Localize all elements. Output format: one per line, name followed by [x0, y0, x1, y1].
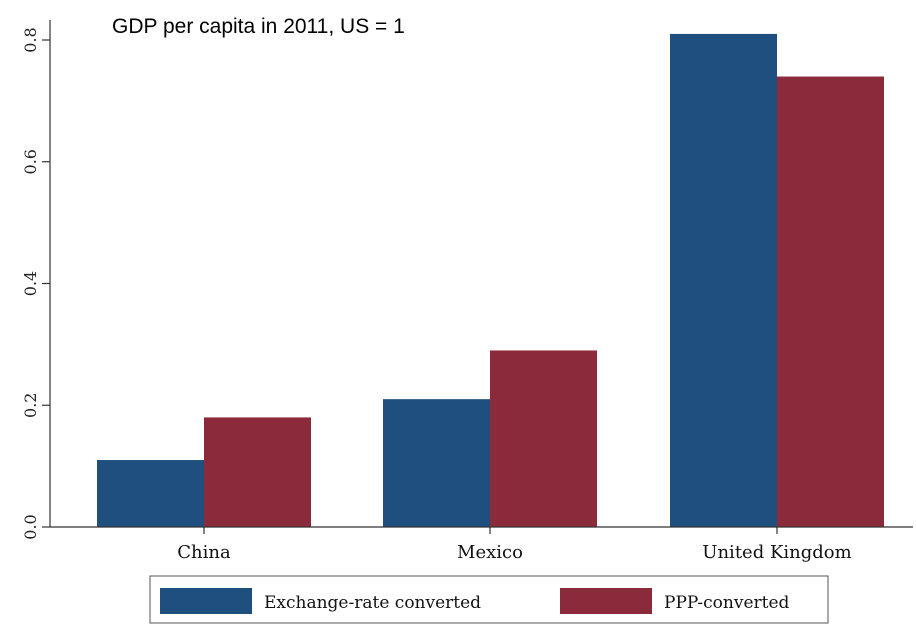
- x-category-label: United Kingdom: [702, 542, 851, 563]
- bar-mexico-ppp: [490, 350, 597, 527]
- x-category-label: China: [177, 542, 231, 563]
- x-category-label: Mexico: [457, 542, 523, 563]
- legend-box: [149, 575, 829, 624]
- y-tick-label: 0.8: [21, 27, 40, 52]
- bar-mexico-exchange-rate: [383, 399, 490, 527]
- y-axis: 0.0 0.2 0.4 0.6 0.8: [21, 27, 50, 540]
- y-tick-label: 0.0: [21, 514, 40, 539]
- legend: Exchange-rate converted PPP-converted: [149, 575, 829, 624]
- bar-united-kingdom-ppp: [777, 76, 884, 528]
- bar-united-kingdom-exchange-rate: [670, 33, 777, 527]
- chart-title: GDP per capita in 2011, US = 1: [112, 15, 405, 38]
- y-tick-label: 0.2: [21, 393, 40, 418]
- legend-label-ppp: PPP-converted: [664, 593, 790, 613]
- y-tick-label: 0.4: [21, 271, 40, 296]
- legend-swatch-ppp: [560, 588, 652, 614]
- bar-china-exchange-rate: [97, 460, 204, 527]
- legend-swatch-exchange-rate: [160, 588, 252, 614]
- bar-china-ppp: [204, 417, 311, 527]
- x-axis-labels: China Mexico United Kingdom: [177, 527, 852, 563]
- legend-label-exchange-rate: Exchange-rate converted: [264, 593, 481, 613]
- y-tick-label: 0.6: [21, 149, 40, 174]
- bars-group: [97, 33, 884, 528]
